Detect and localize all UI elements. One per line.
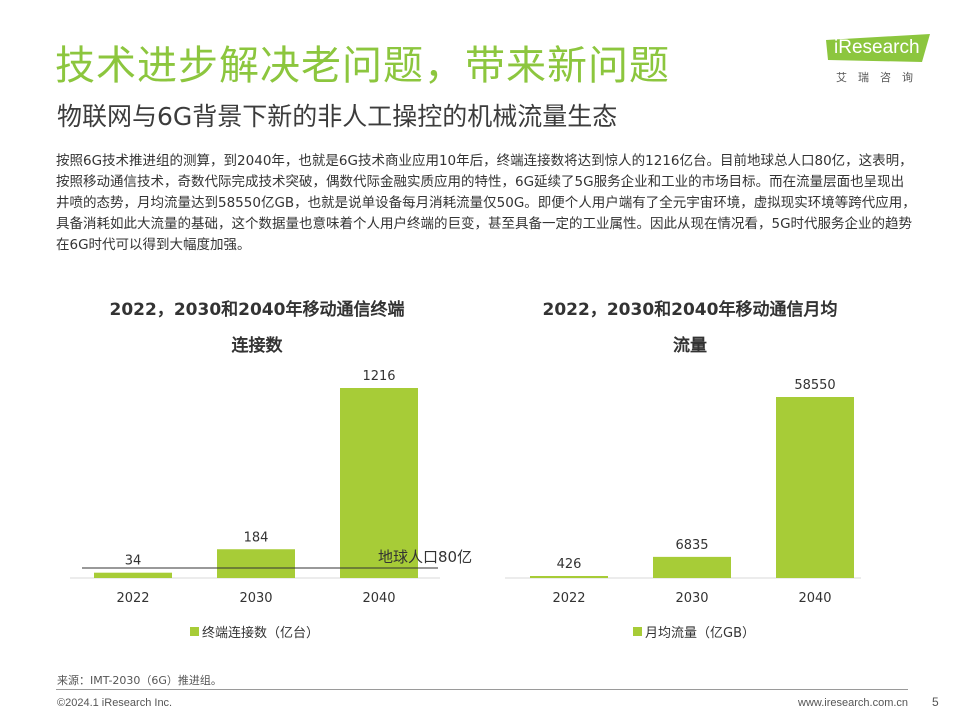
- logo-wordmark: iResearch: [834, 37, 920, 58]
- logo-chinese-name: 艾瑞咨询: [836, 71, 924, 84]
- chart1-title: 2022，2030和2040年移动通信终端 连接数: [72, 292, 442, 364]
- chart2-value-label-2022: 426: [557, 557, 582, 572]
- footer-website: www.iresearch.com.cn: [798, 697, 909, 709]
- chart2-title-line1: 2022，2030和2040年移动通信月均: [542, 300, 838, 320]
- footer-copyright: ©2024.1 iResearch Inc.: [57, 697, 173, 709]
- chart1-category-label-2040: 2040: [362, 591, 395, 606]
- chart2-legend-swatch: [633, 627, 642, 636]
- chart1-value-label-2030: 184: [244, 530, 269, 545]
- chart1-bar-chart: 34 2022 184 2030 1216 2040 地球人口80亿: [70, 369, 472, 606]
- chart1-title-line2: 连接数: [231, 336, 283, 356]
- chart1-bar-2022: [94, 572, 172, 578]
- chart1-legend-label: 终端连接数（亿台）: [202, 626, 320, 641]
- chart2-category-label-2040: 2040: [798, 591, 831, 606]
- page-number: 5: [932, 695, 939, 709]
- chart2-legend: 月均流量（亿GB）: [633, 622, 755, 641]
- chart1-category-label-2022: 2022: [116, 591, 149, 606]
- chart2-title-line2: 流量: [673, 336, 707, 356]
- chart2-value-label-2030: 6835: [675, 538, 708, 553]
- iresearch-logo-icon: [826, 34, 930, 62]
- page-title: 技术进步解决老问题，带来新问题: [55, 43, 670, 89]
- chart1-legend: 终端连接数（亿台）: [190, 622, 319, 641]
- source-note: 来源：IMT-2030（6G）推进组。: [57, 674, 222, 687]
- chart1-value-label-2022: 34: [125, 554, 142, 569]
- chart2-bar-2022: [530, 576, 608, 578]
- chart1-title-line1: 2022，2030和2040年移动通信终端: [109, 300, 405, 320]
- chart2-value-label-2040: 58550: [794, 378, 835, 393]
- chart1-bar-2030: [217, 549, 295, 578]
- body-paragraph: 按照6G技术推进组的测算，到2040年，也就是6G技术商业应用10年后，终端连接…: [56, 153, 916, 253]
- footer-divider: [56, 689, 908, 690]
- chart1-category-label-2030: 2030: [239, 591, 272, 606]
- chart2-category-label-2030: 2030: [675, 591, 708, 606]
- chart2-bar-chart: 426 2022 6835 2030 58550 2040: [505, 378, 861, 606]
- chart2-category-label-2022: 2022: [552, 591, 585, 606]
- chart2-bar-2040: [776, 397, 854, 578]
- chart2-legend-label: 月均流量（亿GB）: [645, 626, 755, 641]
- chart1-bar-2040: [340, 388, 418, 578]
- chart1-legend-swatch: [190, 627, 199, 636]
- chart1-value-label-2040: 1216: [362, 369, 395, 384]
- page-subtitle: 物联网与6G背景下新的非人工操控的机械流量生态: [57, 102, 618, 131]
- chart2-title: 2022，2030和2040年移动通信月均 流量: [505, 292, 875, 364]
- chart1-reference-label: 地球人口80亿: [378, 548, 472, 566]
- chart2-bar-2030: [653, 556, 731, 578]
